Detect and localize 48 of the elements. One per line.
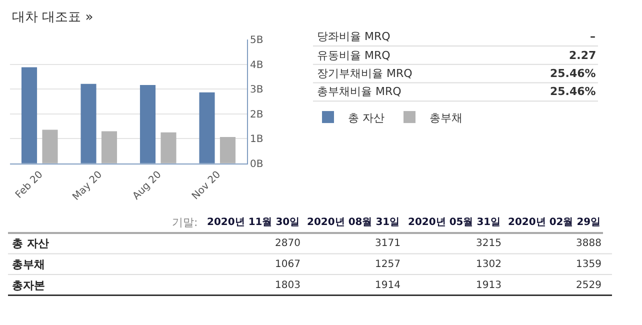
text: 총 자산 [12,237,49,250]
y-tick-label: 1B [250,134,264,146]
data-label: 3171 [375,238,400,249]
bar [42,130,58,164]
legend-label: 총부채 [430,111,462,124]
data-label: 1803 [275,280,300,291]
y-tick-label: 3B [250,84,264,96]
category-label: 유동비율 MRQ [317,49,391,62]
text: 2.27 [569,49,596,62]
data-label: 3888 [576,238,602,249]
text: 25.46% [550,67,596,80]
bar [199,92,215,164]
bar [80,84,96,164]
data-label: 2529 [576,280,602,291]
x-tick-label: Aug 20 [130,169,164,202]
legend-label: 총 자산 [348,111,384,124]
bar [101,131,118,164]
bar [21,67,38,164]
data-label: 1257 [375,259,400,270]
y-tick-label: 2B [250,109,264,120]
category-label: 장기부채비율 MRQ [317,67,413,80]
category-label: 당좌비율 MRQ [317,30,391,43]
category-label: 2020년 08월 31일 [307,217,400,228]
data-label: 1913 [476,280,502,291]
bar [160,132,176,164]
category-label: 총부채비율 MRQ [317,85,402,98]
category-label: 2020년 02월 29일 [508,217,601,228]
x-tick-label: Nov 20 [190,169,224,202]
text: – [590,30,596,43]
data-label: 1914 [375,280,400,291]
y-tick-label: 4B [250,60,264,71]
data-label: 1302 [476,259,502,270]
data-label: 3215 [476,238,502,249]
bar [220,137,236,164]
text: 총자본 [12,279,45,292]
x-tick-label: Feb 20 [14,169,46,201]
category-label: 2020년 11월 30일 [207,217,300,228]
text: 25.46% [550,85,596,98]
chart-title: 대차 대조표 » [12,10,94,25]
text: 기말: [172,216,198,229]
category-label: 2020년 05월 31일 [408,217,501,228]
data-label: 1067 [275,259,300,270]
data-label: 2870 [275,238,300,249]
y-tick-label: 0B [250,158,264,170]
data-label: 1359 [576,259,602,270]
y-tick-label: 5B [250,35,264,46]
bar [140,84,156,164]
text: 총부채 [12,258,45,271]
